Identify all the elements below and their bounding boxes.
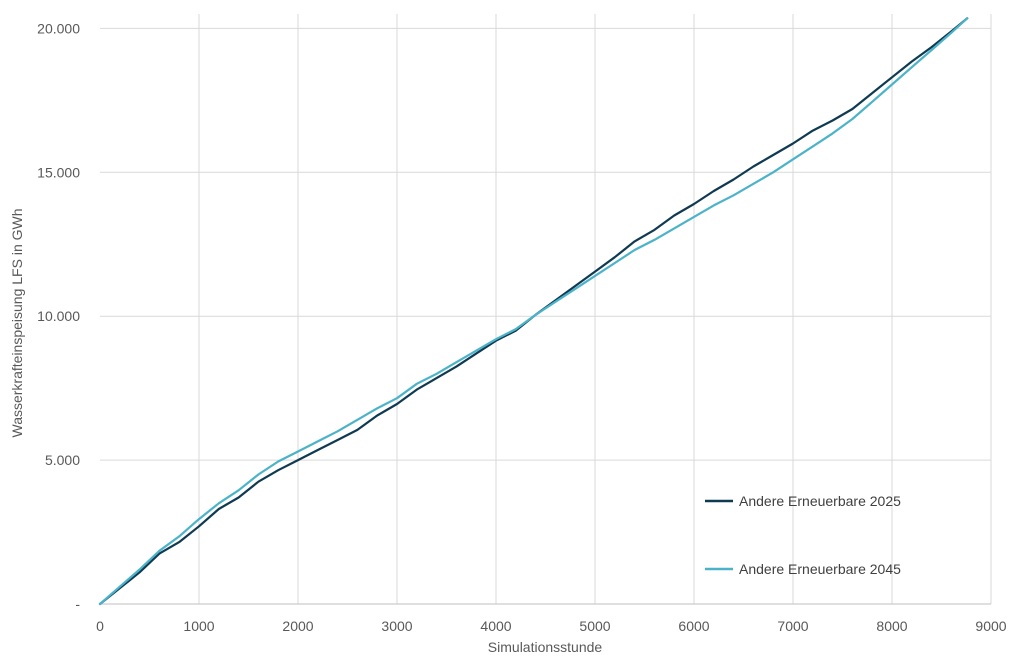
x-axis-title: Simulationsstunde	[488, 639, 603, 655]
x-tick-label: 3000	[381, 618, 412, 634]
series-line-1	[98, 17, 969, 606]
y-tick-label: 5.000	[45, 452, 80, 468]
legend: Andere Erneuerbare 2025 Andere Erneuerbar…	[705, 493, 901, 577]
series-lines	[98, 17, 969, 606]
x-tick-label: 1000	[183, 618, 214, 634]
y-axis-title: Wasserkrafteinspeisung LFS in GWh	[9, 208, 25, 437]
x-tick-label: 9000	[975, 618, 1006, 634]
y-tick-label: 15.000	[37, 164, 80, 180]
x-tick-label: 7000	[777, 618, 808, 634]
x-tick-label: 0	[96, 618, 104, 634]
x-tick-label: 8000	[876, 618, 907, 634]
axes: 0 1000 2000 3000 4000 5000 6000 7000 8000 9000 - 5.…	[37, 20, 1007, 634]
y-tick-label: 20.000	[37, 20, 80, 36]
grid	[100, 14, 992, 604]
x-tick-label: 5000	[579, 618, 610, 634]
series-line-2	[98, 17, 969, 606]
x-tick-label: 2000	[282, 618, 313, 634]
x-tick-label: 6000	[678, 618, 709, 634]
legend-label-2: Andere Erneuerbare 2045	[739, 561, 901, 577]
y-tick-label: -	[75, 596, 80, 612]
legend-label-1: Andere Erneuerbare 2025	[739, 493, 901, 509]
x-tick-label: 4000	[480, 618, 511, 634]
y-tick-label: 10.000	[37, 308, 80, 324]
